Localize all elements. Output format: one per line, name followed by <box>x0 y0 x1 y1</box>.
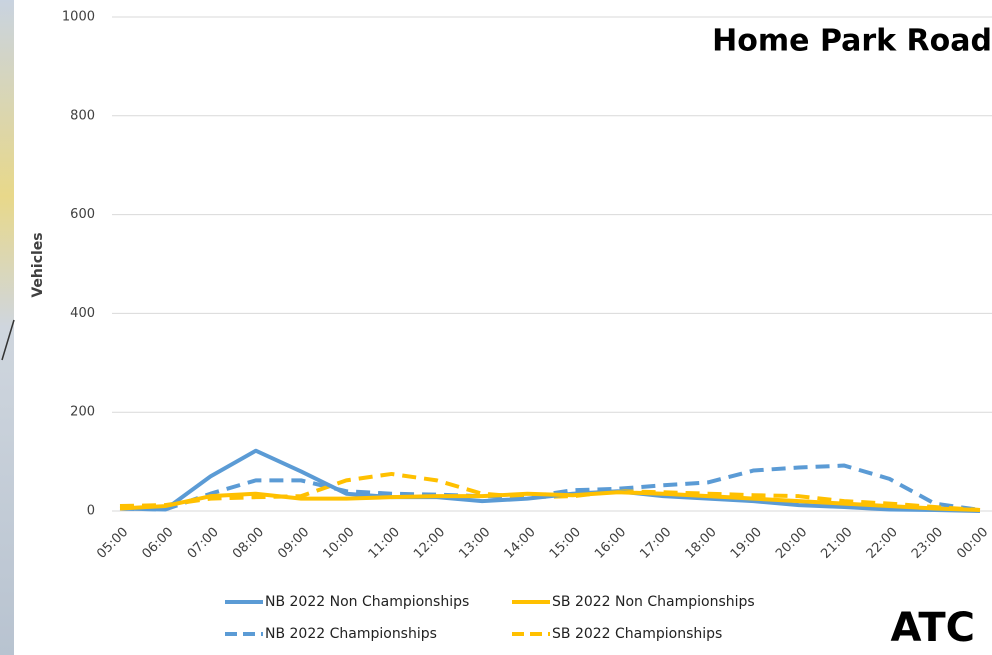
x-tick-label: 06:00 <box>139 525 176 562</box>
x-tick-label: 20:00 <box>773 525 810 562</box>
x-tick-label: 07:00 <box>185 525 222 562</box>
x-tick-label: 18:00 <box>683 525 720 562</box>
x-tick-label: 08:00 <box>230 525 267 562</box>
y-tick-label: 200 <box>70 405 95 420</box>
x-tick-label: 22:00 <box>864 525 901 562</box>
chart: Home Park Road ATC Vehicles 0 200 400 600 80… <box>0 0 992 655</box>
y-tick-label: 0 <box>87 504 95 519</box>
y-tick-label: 600 <box>70 207 95 222</box>
x-tick-label: 23:00 <box>909 525 946 562</box>
y-tick-label: 1000 <box>62 10 95 25</box>
x-tick-label: 14:00 <box>502 525 539 562</box>
y-tick-label: 800 <box>70 108 95 123</box>
annotation: ATC <box>891 605 976 651</box>
x-tick-label: 11:00 <box>366 525 403 562</box>
x-tick-label: 15:00 <box>547 525 584 562</box>
x-tick-label: 13:00 <box>456 525 493 562</box>
x-tick-label: 09:00 <box>275 525 312 562</box>
x-tick-label: 16:00 <box>592 525 629 562</box>
x-tick-label: 00:00 <box>954 525 991 562</box>
legend-label: NB 2022 Non Championships <box>265 594 469 610</box>
chart-title: Home Park Road <box>712 24 992 59</box>
legend-label: SB 2022 Championships <box>552 626 722 642</box>
x-tick-label: 12:00 <box>411 525 448 562</box>
x-tick-label: 05:00 <box>94 525 131 562</box>
legend-label: SB 2022 Non Championships <box>552 594 755 610</box>
x-tick-label: 17:00 <box>637 525 674 562</box>
y-axis-label: Vehicles <box>30 232 46 297</box>
y-tick-label: 400 <box>70 306 95 321</box>
x-tick-label: 21:00 <box>818 525 855 562</box>
x-tick-label: 10:00 <box>321 525 358 562</box>
legend-label: NB 2022 Championships <box>265 626 437 642</box>
x-tick-label: 19:00 <box>728 525 765 562</box>
